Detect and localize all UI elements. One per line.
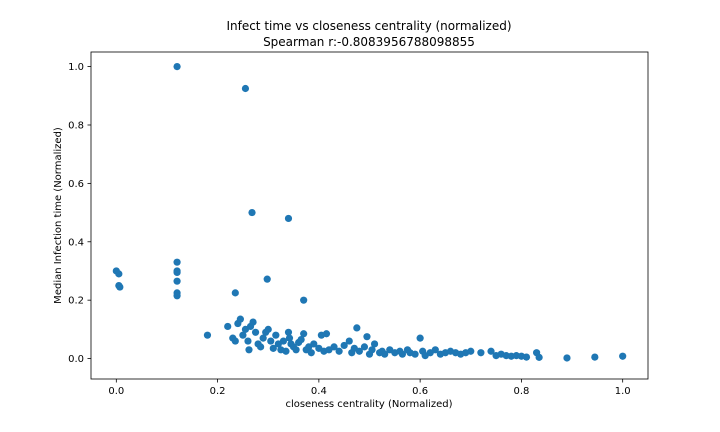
data-point <box>284 214 293 223</box>
data-point <box>173 258 181 266</box>
y-tick-label: 0.0 <box>68 354 84 365</box>
data-point <box>267 337 275 345</box>
data-point <box>297 335 305 344</box>
data-point <box>522 353 531 361</box>
data-point <box>116 283 124 291</box>
data-point <box>236 315 244 323</box>
y-tick-label: 0.4 <box>68 237 84 248</box>
data-point <box>355 347 363 355</box>
data-point <box>345 337 353 345</box>
data-point <box>269 344 277 352</box>
y-tick-label: 0.8 <box>68 120 84 131</box>
data-point <box>249 318 257 326</box>
data-point <box>173 268 181 277</box>
data-point <box>241 84 250 93</box>
data-point <box>370 340 379 348</box>
data-point <box>224 322 232 331</box>
data-point <box>173 292 181 300</box>
data-point <box>263 275 271 283</box>
data-point <box>173 63 181 71</box>
data-point <box>272 331 280 339</box>
data-point <box>292 346 300 354</box>
data-point <box>257 343 265 351</box>
data-point <box>282 347 290 355</box>
data-point <box>619 352 627 360</box>
data-point <box>300 330 308 338</box>
data-point <box>411 350 419 358</box>
data-point <box>322 330 331 338</box>
data-point <box>535 353 543 361</box>
data-points <box>112 63 627 362</box>
data-point <box>284 328 293 336</box>
data-point <box>467 347 475 355</box>
data-point <box>279 337 288 345</box>
x-tick-label: 0.6 <box>412 386 428 397</box>
x-tick-label: 0.8 <box>513 386 529 397</box>
data-point <box>251 328 260 336</box>
data-point <box>248 208 256 217</box>
data-point <box>330 343 338 351</box>
y-tick-label: 1.0 <box>68 62 84 73</box>
data-point <box>381 350 389 358</box>
data-point <box>398 350 407 358</box>
data-point <box>239 331 247 339</box>
y-tick-label: 0.6 <box>68 179 84 190</box>
data-point <box>487 347 495 355</box>
data-point <box>259 334 267 342</box>
data-point <box>477 349 485 357</box>
x-axis-ticks: 0.0 0.2 0.4 0.6 0.8 1.0 <box>108 379 631 397</box>
data-point <box>368 346 376 354</box>
data-point <box>335 347 343 355</box>
data-point <box>363 333 371 341</box>
data-point <box>591 353 599 361</box>
data-point <box>300 296 308 304</box>
data-point <box>431 346 439 354</box>
data-point <box>416 334 424 342</box>
x-tick-label: 0.4 <box>311 386 327 397</box>
data-point <box>353 324 361 332</box>
data-point <box>245 346 253 354</box>
chart-title: Infect time vs closeness centrality (nor… <box>226 19 511 33</box>
data-point <box>173 277 181 285</box>
plot-area-frame <box>90 51 649 380</box>
y-axis-label: Median Infection time (Normalized) <box>53 127 64 304</box>
y-tick-label: 0.2 <box>68 296 84 307</box>
data-point <box>340 341 348 350</box>
data-point <box>115 270 123 278</box>
x-tick-label: 0.2 <box>210 386 226 397</box>
y-axis-ticks: 0.0 0.2 0.4 0.6 0.8 1.0 <box>68 62 91 365</box>
data-point <box>310 340 318 348</box>
data-point <box>285 334 294 342</box>
data-point <box>231 289 239 297</box>
data-point <box>244 337 252 345</box>
data-point <box>203 331 212 339</box>
x-tick-label: 0.0 <box>108 386 124 397</box>
data-point <box>231 337 239 345</box>
data-point <box>307 349 315 357</box>
data-point <box>360 343 369 351</box>
data-point <box>563 354 571 362</box>
chart-subtitle: Spearman r:-0.8083956788098855 <box>263 35 475 49</box>
data-point <box>264 325 272 333</box>
x-tick-label: 1.0 <box>615 386 631 397</box>
x-axis-label: closeness centrality (Normalized) <box>285 399 452 410</box>
